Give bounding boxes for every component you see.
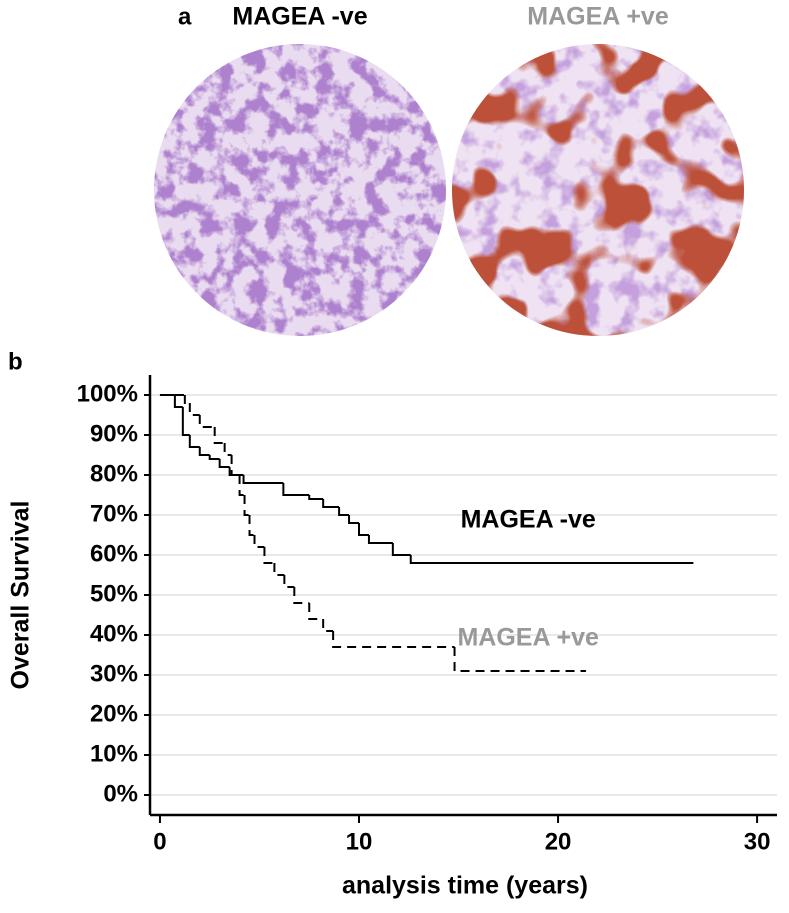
panel-label: a xyxy=(178,3,192,30)
y-tick-label: 60% xyxy=(90,540,138,567)
image-label: MAGEA +ve xyxy=(527,3,669,31)
survival-step xyxy=(230,455,240,476)
y-tick-label: 70% xyxy=(90,500,138,527)
y-axis-label: Overall Survival xyxy=(7,500,35,689)
x-tick-label: 20 xyxy=(545,828,572,855)
y-tick-label: 50% xyxy=(90,580,138,607)
survival-step xyxy=(181,407,190,436)
survival-step xyxy=(253,535,265,548)
survival-step xyxy=(173,395,183,408)
y-tick-label: 100% xyxy=(77,380,138,407)
x-tick-label: 30 xyxy=(744,828,771,855)
x-axis-label: analysis time (years) xyxy=(342,872,588,900)
survival-step xyxy=(283,575,295,588)
series-label: MAGEA -ve xyxy=(461,506,596,534)
y-tick-label: 0% xyxy=(103,780,138,807)
survival-step xyxy=(358,523,369,536)
panel-a: a MAGEA -ve MAGEA +ve xyxy=(154,3,744,336)
survival-step xyxy=(308,495,324,500)
survival-step xyxy=(223,443,232,456)
survival-step xyxy=(322,499,340,508)
survival-step xyxy=(243,495,250,516)
image-label: MAGEA -ve xyxy=(232,3,367,31)
survival-step xyxy=(183,395,190,404)
survival-step xyxy=(391,543,411,556)
survival-step xyxy=(338,507,350,516)
survival-step xyxy=(188,403,200,416)
y-tick-label: 80% xyxy=(90,460,138,487)
survival-step xyxy=(198,447,210,456)
survival-step xyxy=(273,563,285,576)
y-tick-label: 20% xyxy=(90,700,138,727)
survival-step xyxy=(367,535,393,544)
survival-step xyxy=(453,647,586,672)
survival-step xyxy=(348,515,359,524)
y-tick-label: 40% xyxy=(90,620,138,647)
x-tick-label: 10 xyxy=(346,828,373,855)
tissue-core xyxy=(154,44,446,336)
survival-step xyxy=(282,483,310,496)
survival-step xyxy=(322,619,334,632)
panel-b: b Overall Survival analysis time (years)… xyxy=(7,348,777,900)
survival-step xyxy=(208,455,220,460)
survival-step xyxy=(198,415,215,428)
survival-step xyxy=(213,427,225,444)
survival-step xyxy=(409,555,694,564)
series-label: MAGEA +ve xyxy=(457,624,599,652)
survival-step xyxy=(218,459,230,468)
survival-step xyxy=(308,603,324,620)
survival-step xyxy=(293,587,310,604)
y-tick-label: 10% xyxy=(90,740,138,767)
x-tick-label: 0 xyxy=(153,828,166,855)
survival-step xyxy=(332,631,455,648)
survival-step xyxy=(242,475,284,484)
y-tick-label: 90% xyxy=(90,420,138,447)
survival-step xyxy=(263,547,275,564)
survival-step xyxy=(238,475,245,496)
panel-label: b xyxy=(8,348,23,375)
y-tick-label: 30% xyxy=(90,660,138,687)
survival-step xyxy=(188,435,200,448)
tissue-core xyxy=(452,44,744,336)
survival-step xyxy=(248,515,255,536)
